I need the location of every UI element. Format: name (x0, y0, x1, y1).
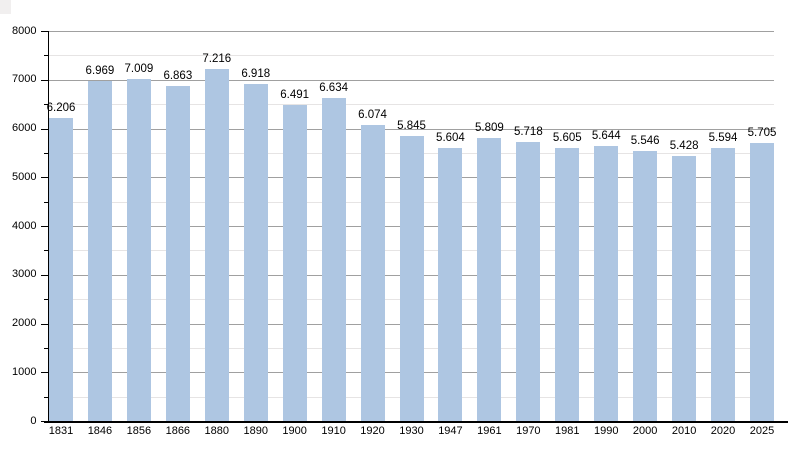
x-axis-tick-label: 1900 (282, 425, 307, 437)
y-axis-minor-tick (43, 396, 48, 398)
major-gridline (48, 79, 774, 81)
y-axis-tick-label: 8000 (12, 24, 37, 37)
x-axis-tick-label: 2010 (671, 425, 697, 437)
bar-value-label: 6.491 (280, 88, 310, 101)
y-axis-tick (40, 274, 48, 276)
bar (360, 124, 385, 421)
bar-value-label: 5.546 (630, 134, 660, 147)
major-gridline (48, 31, 774, 32)
minor-gridline (48, 55, 774, 57)
y-axis-tick (40, 372, 48, 374)
y-axis-minor-tick (43, 250, 48, 252)
bar-value-label: 6.074 (358, 108, 387, 121)
y-axis-tick-label: 1000 (12, 365, 37, 378)
bar-value-label: 6.206 (46, 102, 76, 115)
bar (438, 147, 463, 421)
y-axis-tick (40, 128, 48, 130)
bar (49, 118, 73, 421)
y-axis-tick-label: 2000 (12, 317, 37, 329)
bar-value-label: 6.918 (241, 67, 271, 80)
x-axis-tick-label: 2020 (710, 425, 736, 437)
y-axis-tick-label: 6000 (12, 122, 37, 134)
y-axis-tick (40, 177, 48, 179)
y-axis-minor-tick (43, 347, 48, 349)
bar-value-label: 5.604 (436, 131, 465, 144)
bar (750, 142, 774, 421)
x-axis-tick-label: 1981 (555, 425, 580, 437)
y-axis-minor-tick (43, 152, 48, 154)
bar (633, 150, 658, 421)
x-axis-tick-label: 1890 (243, 425, 268, 437)
y-axis-line (47, 31, 49, 422)
x-axis-tick-label: 1846 (87, 425, 113, 437)
x-axis-tick-label: 1930 (399, 425, 424, 437)
bar (321, 97, 346, 421)
bar-value-label: 7.216 (202, 53, 232, 66)
x-axis-tick-label: 2000 (632, 425, 658, 437)
x-axis-tick-label: 1947 (438, 425, 463, 437)
y-axis-minor-tick (43, 299, 48, 301)
bar (711, 148, 736, 421)
x-axis-tick-label: 1961 (477, 425, 502, 437)
bar (477, 137, 502, 421)
bar-value-label: 6.863 (163, 70, 193, 83)
y-axis-tick (40, 226, 48, 228)
x-axis-line (44, 420, 788, 423)
x-axis-tick-label: 1856 (126, 425, 152, 437)
bar-value-label: 6.634 (319, 81, 348, 94)
bar-value-label: 5.705 (747, 126, 777, 139)
bar-value-label: 5.845 (397, 120, 426, 133)
x-axis-tick-label: 1866 (165, 425, 191, 437)
bar-value-label: 7.009 (124, 63, 154, 76)
y-axis-tick (40, 79, 48, 81)
bar (243, 83, 268, 421)
bar-value-label: 5.809 (474, 121, 504, 134)
bar (555, 147, 580, 421)
bar (204, 69, 229, 421)
bar-value-label: 5.428 (669, 140, 699, 153)
y-axis-tick-label: 0 (30, 414, 37, 427)
x-axis-tick-label: 1831 (48, 425, 74, 437)
y-axis-tick (40, 323, 48, 325)
bar-value-label: 6.969 (85, 65, 115, 78)
bar (399, 136, 424, 421)
x-axis-tick-label: 1920 (360, 425, 385, 437)
y-axis-tick (40, 31, 48, 33)
bar (126, 79, 151, 421)
x-axis-tick-label: 1910 (321, 425, 346, 437)
x-axis-tick-label: 2025 (749, 425, 775, 437)
bar (516, 142, 541, 421)
minor-gridline (48, 104, 774, 106)
x-axis-tick-label: 1970 (516, 425, 541, 437)
x-axis-tick-label: 1880 (204, 425, 229, 437)
y-axis-tick-label: 3000 (12, 268, 37, 281)
bar-value-label: 5.594 (708, 132, 738, 145)
bar (282, 104, 307, 421)
bar-value-label: 5.644 (591, 129, 621, 142)
y-axis-minor-tick (43, 201, 48, 203)
bar-value-label: 5.605 (552, 131, 582, 144)
y-axis-tick-label: 5000 (12, 170, 37, 183)
y-axis-minor-tick (43, 55, 48, 57)
y-axis-minor-tick (43, 104, 48, 106)
y-axis-tick-label: 7000 (12, 73, 37, 86)
x-axis-tick-label: 1990 (593, 425, 619, 437)
major-gridline (48, 128, 774, 130)
bar (87, 81, 112, 421)
corner-artifact (0, 0, 11, 14)
bar-value-label: 5.718 (513, 126, 543, 139)
bar (672, 156, 697, 421)
y-axis-tick-label: 4000 (12, 219, 37, 232)
bar (165, 86, 190, 421)
bar (594, 145, 619, 421)
